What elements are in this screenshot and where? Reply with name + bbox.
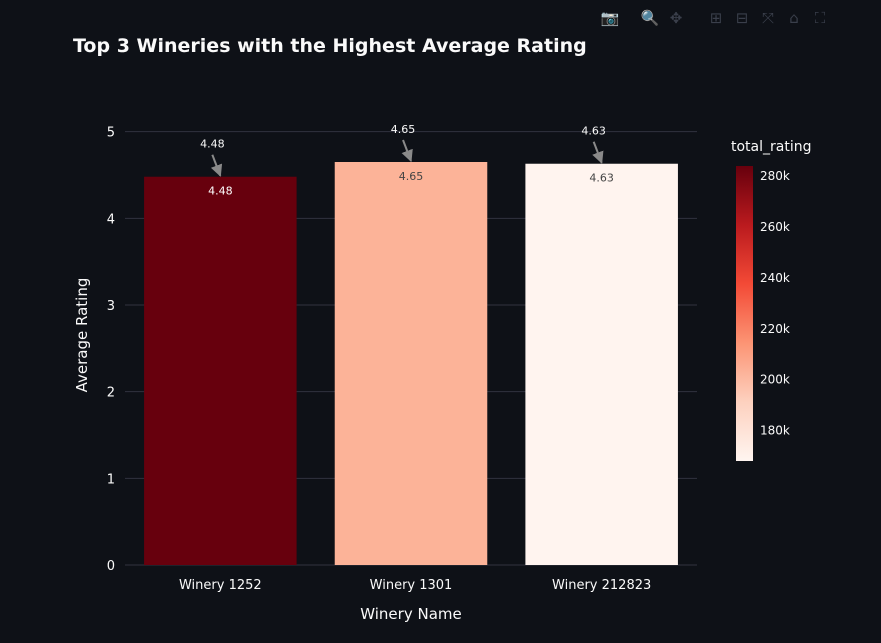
annotation-label: 4.65 bbox=[391, 123, 416, 136]
x-tick-label: Winery 1301 bbox=[370, 578, 453, 593]
colorbar-tick-label: 280k bbox=[760, 169, 790, 183]
x-tick-label: Winery 212823 bbox=[552, 578, 651, 593]
annotation-arrow bbox=[401, 139, 413, 163]
x-axis-title: Winery Name bbox=[360, 605, 461, 623]
zoom-icon[interactable]: 🔍 bbox=[640, 9, 660, 27]
colorbar-tick-label: 180k bbox=[760, 423, 790, 437]
colorbar-tick-label: 260k bbox=[760, 220, 790, 234]
bar[interactable] bbox=[144, 176, 297, 565]
chart-title: Top 3 Wineries with the Highest Average … bbox=[73, 35, 587, 57]
annotation-label: 4.63 bbox=[581, 125, 606, 138]
modebar: 📷 🔍 ✥ ⊞ ⊟ ⤧ ⌂ ⛶ bbox=[599, 8, 831, 28]
fullscreen-icon[interactable]: ⛶ bbox=[814, 9, 826, 27]
colorbar-tick-label: 200k bbox=[760, 373, 790, 387]
axes: 0 1 2 3 4 5 Winery 1252 Winery 1301 Winery 21282… bbox=[107, 126, 652, 593]
autoscale-icon[interactable]: ⤧ bbox=[761, 9, 774, 27]
bar[interactable] bbox=[525, 163, 678, 565]
annotation-arrow bbox=[210, 154, 223, 177]
data-label: 4.48 bbox=[208, 185, 233, 198]
y-axis-title: Average Rating bbox=[73, 278, 91, 393]
zoom-in-icon[interactable]: ⊞ bbox=[709, 9, 723, 27]
colorbar: total_rating 180k 200k 220k 240k 260k 280k bbox=[731, 139, 812, 461]
reset-axes-icon[interactable]: ⌂ bbox=[789, 9, 799, 27]
colorbar-tick-label: 220k bbox=[760, 322, 790, 336]
annotation-label: 4.48 bbox=[200, 138, 225, 151]
colorbar-tick-label: 240k bbox=[760, 271, 790, 285]
y-tick-label: 4 bbox=[107, 212, 115, 227]
x-tick-label: Winery 1252 bbox=[179, 578, 262, 593]
camera-icon[interactable]: 📷 bbox=[600, 9, 620, 27]
y-tick-label: 1 bbox=[107, 472, 115, 487]
pan-icon[interactable]: ✥ bbox=[669, 9, 683, 27]
y-tick-label: 0 bbox=[107, 559, 115, 574]
colorbar-gradient bbox=[736, 166, 753, 461]
annotations: 4.48 4.48 4.65 4.65 4.63 4.63 bbox=[200, 123, 614, 198]
data-label: 4.65 bbox=[399, 170, 424, 183]
bars bbox=[144, 162, 678, 565]
y-tick-label: 3 bbox=[107, 299, 115, 314]
bar[interactable] bbox=[334, 162, 488, 565]
y-tick-label: 2 bbox=[107, 386, 115, 401]
data-label: 4.63 bbox=[589, 172, 614, 185]
y-tick-label: 5 bbox=[107, 126, 115, 141]
zoom-out-icon[interactable]: ⊟ bbox=[735, 9, 749, 27]
annotation-arrow bbox=[592, 141, 604, 164]
colorbar-title: total_rating bbox=[731, 139, 812, 155]
